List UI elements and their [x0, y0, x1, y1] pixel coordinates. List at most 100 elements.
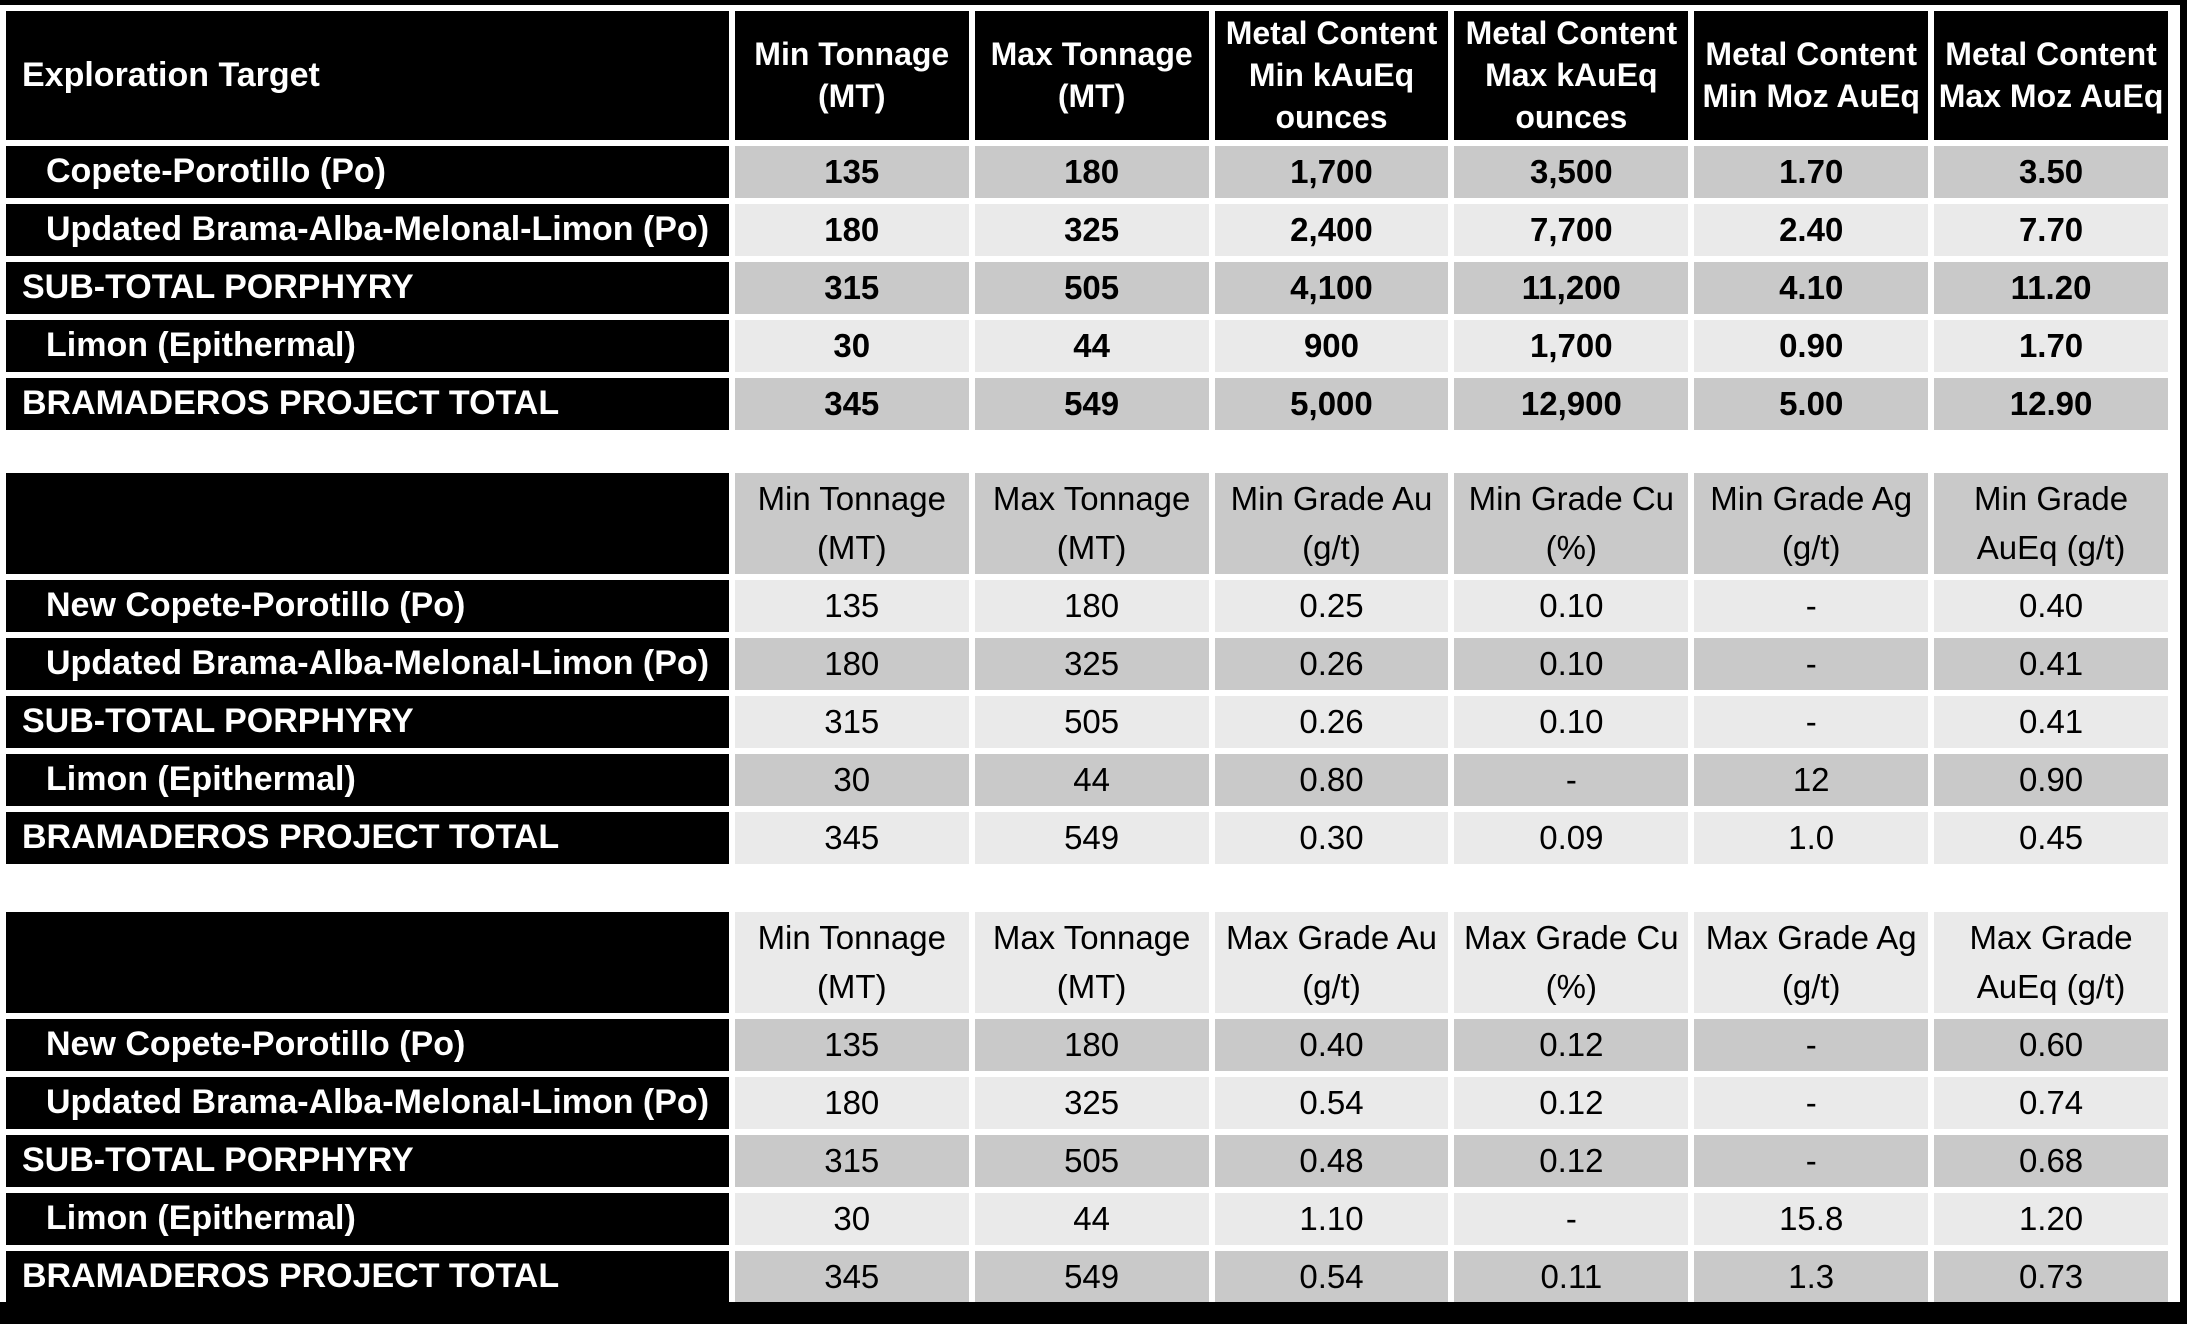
cell: 0.30: [1214, 811, 1449, 864]
row-label: Limon (Epithermal): [6, 319, 729, 372]
column-header-max-tonnage: Max Tonnage (MT): [974, 11, 1209, 140]
cell: 549: [974, 811, 1209, 864]
column-header-max-tonnage: Max Tonnage (MT): [974, 911, 1209, 1013]
cell: 15.8: [1694, 1192, 1929, 1245]
cell: 0.26: [1214, 695, 1449, 748]
table-gap: [0, 870, 2180, 906]
cell: 0.40: [1214, 1018, 1449, 1071]
cell: 44: [974, 1192, 1209, 1245]
cell: 0.12: [1454, 1134, 1689, 1187]
cell: 44: [974, 753, 1209, 806]
table-row: Copete-Porotillo (Po) 135 180 1,700 3,50…: [6, 145, 2168, 198]
cell: 1.10: [1214, 1192, 1449, 1245]
cell: 345: [734, 1250, 969, 1303]
row-label: New Copete-Porotillo (Po): [6, 1018, 729, 1071]
cell: 0.54: [1214, 1250, 1449, 1303]
row-label: Updated Brama-Alba-Melonal-Limon (Po): [6, 637, 729, 690]
cell: 3.50: [1934, 145, 2168, 198]
table-gap: [0, 436, 2180, 467]
cell: 315: [734, 261, 969, 314]
table-row: Updated Brama-Alba-Melonal-Limon (Po) 18…: [6, 1076, 2168, 1129]
cell: 4.10: [1694, 261, 1929, 314]
cell: 325: [974, 1076, 1209, 1129]
column-header-min-tonnage: Min Tonnage (MT): [734, 472, 969, 574]
cell: 0.74: [1934, 1076, 2168, 1129]
row-label: BRAMADEROS PROJECT TOTAL: [6, 1250, 729, 1303]
row-label: New Copete-Porotillo (Po): [6, 579, 729, 632]
cell: 1.20: [1934, 1192, 2168, 1245]
cell: 325: [974, 203, 1209, 256]
cell: 0.10: [1454, 579, 1689, 632]
cell: 180: [734, 1076, 969, 1129]
column-header-max-grade-cu: Max Grade Cu (%): [1454, 911, 1689, 1013]
table-row-total: BRAMADEROS PROJECT TOTAL 345 549 0.54 0.…: [6, 1250, 2168, 1303]
cell: 1,700: [1214, 145, 1449, 198]
cell: 135: [734, 1018, 969, 1071]
cell: 12: [1694, 753, 1929, 806]
column-header-min-grade-au: Min Grade Au (g/t): [1214, 472, 1449, 574]
column-header-metal-content-min-moz: Metal Content Min Moz AuEq: [1694, 11, 1929, 140]
column-header-max-grade-ag: Max Grade Ag (g/t): [1694, 911, 1929, 1013]
row-label: Updated Brama-Alba-Melonal-Limon (Po): [6, 203, 729, 256]
cell: 549: [974, 377, 1209, 430]
row-label: BRAMADEROS PROJECT TOTAL: [6, 377, 729, 430]
table-row-subtotal: SUB-TOTAL PORPHYRY 315 505 0.48 0.12 - 0…: [6, 1134, 2168, 1187]
cell: 0.45: [1934, 811, 2168, 864]
cell: 180: [974, 145, 1209, 198]
cell: 0.12: [1454, 1076, 1689, 1129]
cell: 44: [974, 319, 1209, 372]
table-row: New Copete-Porotillo (Po) 135 180 0.25 0…: [6, 579, 2168, 632]
cell: 11,200: [1454, 261, 1689, 314]
column-header-max-grade-au: Max Grade Au (g/t): [1214, 911, 1449, 1013]
cell: 2,400: [1214, 203, 1449, 256]
column-header-min-grade-cu: Min Grade Cu (%): [1454, 472, 1689, 574]
cell: 7,700: [1454, 203, 1689, 256]
cell: 0.12: [1454, 1018, 1689, 1071]
column-header-min-grade-aueq: Min Grade AuEq (g/t): [1934, 472, 2168, 574]
cell: 0.54: [1214, 1076, 1449, 1129]
cell: -: [1694, 695, 1929, 748]
table-row: Limon (Epithermal) 30 44 900 1,700 0.90 …: [6, 319, 2168, 372]
column-header-min-tonnage: Min Tonnage (MT): [734, 11, 969, 140]
column-header-max-grade-aueq: Max Grade AuEq (g/t): [1934, 911, 2168, 1013]
table-row-total: BRAMADEROS PROJECT TOTAL 345 549 5,000 1…: [6, 377, 2168, 430]
cell: 0.48: [1214, 1134, 1449, 1187]
cell: 180: [974, 579, 1209, 632]
table-row: Updated Brama-Alba-Melonal-Limon (Po) 18…: [6, 203, 2168, 256]
row-label: SUB-TOTAL PORPHYRY: [6, 695, 729, 748]
cell: 0.11: [1454, 1250, 1689, 1303]
table-row-total: BRAMADEROS PROJECT TOTAL 345 549 0.30 0.…: [6, 811, 2168, 864]
cell: 505: [974, 261, 1209, 314]
cell: 315: [734, 1134, 969, 1187]
cell: 2.40: [1694, 203, 1929, 256]
cell: -: [1694, 1134, 1929, 1187]
column-header-exploration-target: Exploration Target: [6, 11, 729, 140]
max-grade-header-row: Min Tonnage (MT) Max Tonnage (MT) Max Gr…: [6, 911, 2168, 1013]
cell: 0.73: [1934, 1250, 2168, 1303]
max-grade-table: Min Tonnage (MT) Max Tonnage (MT) Max Gr…: [0, 906, 2174, 1309]
row-label: Copete-Porotillo (Po): [6, 145, 729, 198]
table-row-subtotal: SUB-TOTAL PORPHYRY 315 505 0.26 0.10 - 0…: [6, 695, 2168, 748]
cell: 30: [734, 1192, 969, 1245]
cell: 1.3: [1694, 1250, 1929, 1303]
cell: 0.41: [1934, 637, 2168, 690]
cell: 900: [1214, 319, 1449, 372]
cell: 0.40: [1934, 579, 2168, 632]
cell: 135: [734, 579, 969, 632]
column-header-min-grade-ag: Min Grade Ag (g/t): [1694, 472, 1929, 574]
cell: 1.70: [1934, 319, 2168, 372]
cell: 549: [974, 1250, 1209, 1303]
cell: -: [1694, 1076, 1929, 1129]
row-label: SUB-TOTAL PORPHYRY: [6, 1134, 729, 1187]
cell: 325: [974, 637, 1209, 690]
metal-content-header-row: Exploration Target Min Tonnage (MT) Max …: [6, 11, 2168, 140]
cell: 180: [974, 1018, 1209, 1071]
cell: 0.09: [1454, 811, 1689, 864]
cell: 0.68: [1934, 1134, 2168, 1187]
cell: 5.00: [1694, 377, 1929, 430]
table-row-subtotal: SUB-TOTAL PORPHYRY 315 505 4,100 11,200 …: [6, 261, 2168, 314]
cell: 3,500: [1454, 145, 1689, 198]
table-row: Limon (Epithermal) 30 44 0.80 - 12 0.90: [6, 753, 2168, 806]
row-label: Limon (Epithermal): [6, 1192, 729, 1245]
